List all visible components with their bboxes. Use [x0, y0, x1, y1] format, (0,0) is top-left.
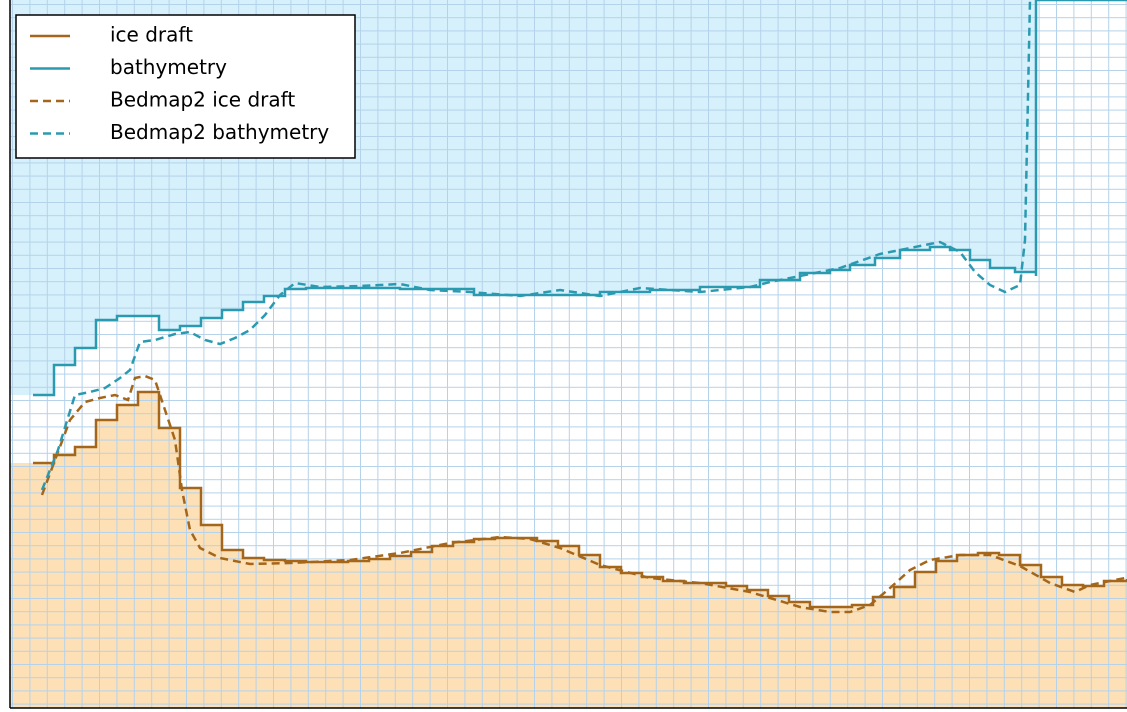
data-line — [40, 0, 1032, 491]
legend-label: Bedmap2 ice draft — [110, 88, 295, 112]
data-line — [33, 390, 1127, 609]
data-line — [40, 374, 1126, 614]
legend-label: bathymetry — [110, 55, 227, 79]
legend-box — [15, 14, 356, 159]
legend-label: ice draft — [110, 23, 193, 47]
legend-label: Bedmap2 bathymetry — [110, 120, 329, 144]
legend: ice draft bathymetry Bedmap2 ice draft Bedm… — [15, 14, 356, 159]
data-line — [33, 0, 1127, 397]
